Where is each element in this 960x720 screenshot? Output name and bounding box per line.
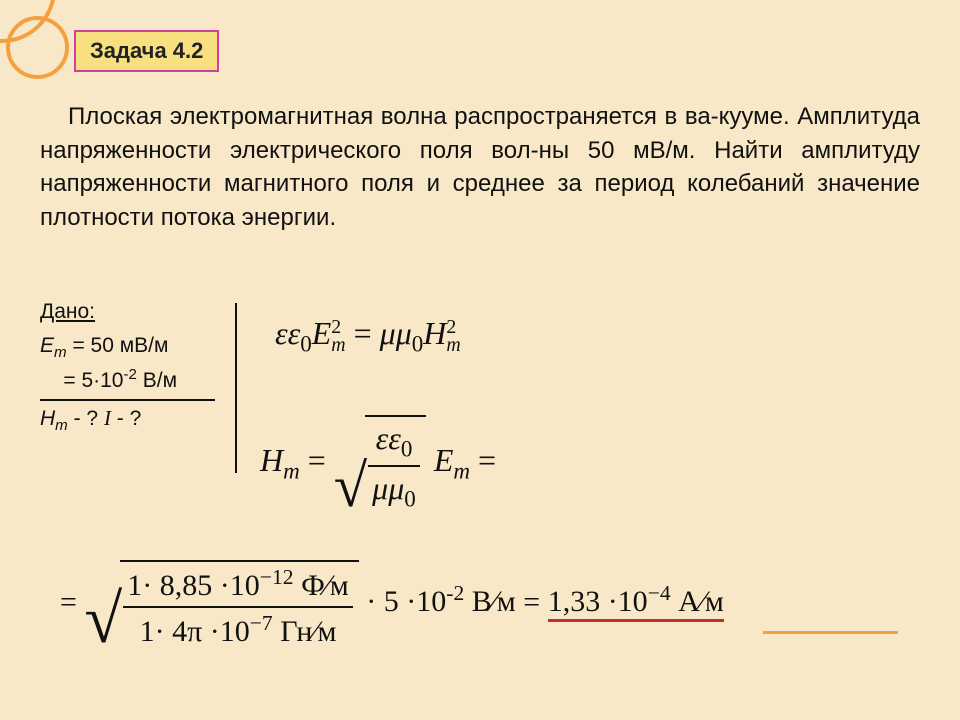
equation-2: Hm = √ εε0 μμ0 Em = [260, 415, 496, 513]
result-value: 1,33 ·10−4 А⁄м [548, 585, 724, 622]
equation-1: εε0E2m = μμ0H2m [275, 315, 461, 357]
given-e2: = 5·10-2 В/м [40, 366, 235, 393]
decor-circle-small [6, 16, 69, 79]
equation-3: = √ 1· 8,85 ·10−12 Ф⁄м 1· 4π ·10−7 Гн⁄м … [60, 560, 724, 649]
problem-title: Задача 4.2 [74, 30, 219, 72]
given-e: Em = 50 мВ/м [40, 334, 235, 361]
given-block: Дано: Em = 50 мВ/м = 5·10-2 В/м Hm - ? I… [40, 300, 235, 439]
problem-text: Плоская электромагнитная волна распростр… [40, 103, 920, 231]
given-divider [40, 399, 215, 401]
given-find: Hm - ? I - ? [40, 406, 235, 434]
given-title: Дано: [40, 300, 235, 324]
problem-statement: Плоская электромагнитная волна распростр… [40, 100, 920, 234]
given-vline [235, 303, 237, 473]
decor-line [763, 631, 898, 634]
